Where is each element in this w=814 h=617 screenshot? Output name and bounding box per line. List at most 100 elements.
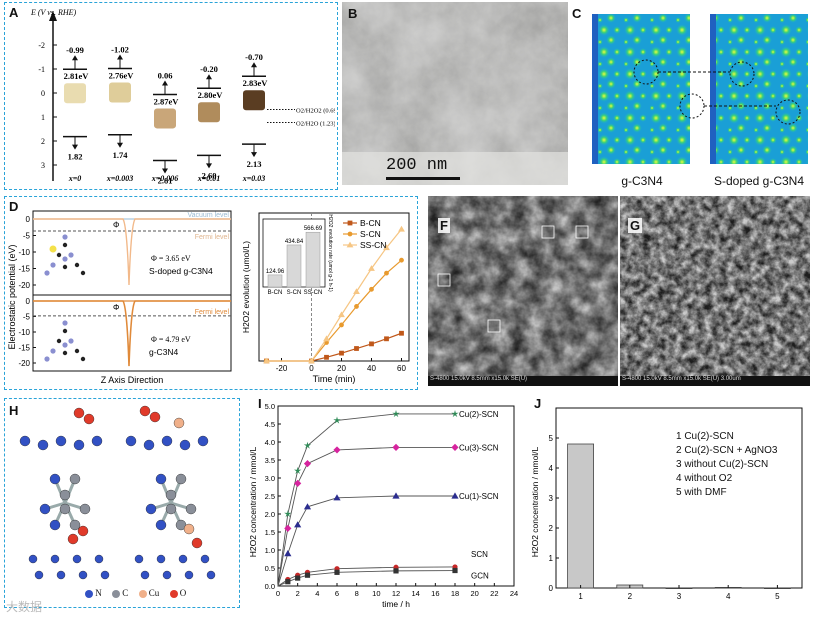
inset-bar bbox=[305, 231, 321, 288]
sample-photo bbox=[154, 108, 176, 129]
inset-bar-label: 566.69 bbox=[304, 226, 323, 232]
data-point-S-CN bbox=[339, 322, 344, 328]
x-tick-label: 40 bbox=[367, 364, 376, 373]
x-axis-title: Time (min) bbox=[313, 374, 356, 384]
data-point-Cu(2)-SCN bbox=[294, 466, 302, 474]
molecule-atom bbox=[80, 270, 86, 276]
y-tick-label: -1 bbox=[38, 65, 45, 74]
series-line-SS-CN bbox=[266, 228, 402, 362]
data-point-SS-CN bbox=[263, 357, 270, 364]
n-atom bbox=[34, 570, 44, 580]
bar-5 bbox=[763, 587, 791, 590]
molecule-atom bbox=[56, 252, 62, 258]
sample-photo bbox=[198, 102, 220, 123]
x-tick-label: 8 bbox=[355, 589, 359, 598]
data-point-Cu(3)-SCN bbox=[392, 443, 400, 451]
x-tick-label: 2 bbox=[296, 589, 300, 598]
o-atom bbox=[67, 533, 79, 545]
sem-g-footer: S-4800 15.0kV 8.5mm x15.0k SE(U) 3.00um bbox=[622, 376, 741, 382]
potential-trace-bottom bbox=[33, 300, 231, 367]
y-tick-label: 3.5 bbox=[265, 456, 275, 465]
cb-value: -0.20 bbox=[200, 64, 218, 74]
bar-1 bbox=[567, 443, 594, 589]
panel-label-i: I bbox=[258, 396, 262, 411]
data-point-Cu(1)-SCN bbox=[284, 550, 292, 557]
y-tick-label: -5 bbox=[23, 313, 31, 322]
y-axis-title: Electrostatic potential (eV) bbox=[7, 244, 17, 349]
inset-bar-label: 434.84 bbox=[285, 239, 304, 245]
x-tick-label: 20 bbox=[337, 364, 346, 373]
panel-j: J 0 1 2 3 4 5 H2O2 concentration / mmol/L 1 2 3 4 5… bbox=[526, 394, 812, 616]
data-point-Cu(1)-SCN bbox=[333, 494, 341, 501]
charge-density-maps bbox=[592, 14, 808, 164]
data-point-B-CN bbox=[354, 346, 359, 351]
n-atom bbox=[94, 554, 104, 564]
data-point-Cu(2)-SCN bbox=[333, 416, 341, 424]
n-atom bbox=[197, 435, 209, 447]
composition-label: x=0.006 bbox=[151, 174, 179, 183]
c-atom bbox=[165, 503, 177, 515]
molecule-atom bbox=[62, 256, 68, 262]
data-point-GCN bbox=[452, 567, 458, 574]
x-tick-label: 60 bbox=[397, 364, 406, 373]
band-gap: 2.83eV bbox=[243, 78, 269, 88]
y-axis-title: E (V vs. RHE) bbox=[30, 8, 77, 17]
control-legend-item: 1 Cu(2)-SCN bbox=[676, 431, 734, 442]
x-tick-label: 3 bbox=[677, 592, 682, 601]
panel-label-c: C bbox=[572, 6, 582, 21]
panel-i: I 0 2 4 6 8 10 12 14 16 18 20 22 24 0.0 0.5 1.0 1.5 2.0 2.… bbox=[244, 394, 524, 616]
y-axis-title: H2O2 concentration / mmol/L bbox=[530, 446, 540, 557]
watermark: 大数据 bbox=[6, 600, 43, 614]
vb-value: 2.60 bbox=[202, 170, 217, 180]
vb-value: 1.74 bbox=[113, 150, 129, 160]
y-tick-label: 3 bbox=[549, 494, 554, 503]
cb-arrowhead bbox=[72, 55, 78, 61]
cu-atom bbox=[173, 417, 185, 429]
atom-legend: N C Cu O bbox=[85, 588, 186, 598]
y-tick-label: 0 bbox=[41, 89, 45, 98]
data-point-Cu(1)-SCN bbox=[451, 492, 459, 499]
cb-arrowhead bbox=[251, 62, 257, 68]
data-point-Cu(2)-SCN bbox=[451, 410, 459, 418]
x-tick-label: 0 bbox=[276, 589, 280, 598]
reference-label: O2/H2O2 (0.69) bbox=[296, 108, 335, 115]
y-tick-label: 0.5 bbox=[265, 564, 275, 573]
data-point-SS-CN bbox=[338, 311, 345, 318]
data-point-B-CN bbox=[384, 336, 389, 342]
y-tick-label: 5.0 bbox=[265, 402, 275, 411]
vb-value: 2.81 bbox=[158, 175, 173, 185]
x-tick-label: 22 bbox=[490, 589, 498, 598]
data-point-SS-CN bbox=[398, 225, 405, 232]
n-atom bbox=[39, 503, 51, 515]
data-point-Cu(2)-SCN bbox=[284, 510, 292, 518]
n-atom bbox=[72, 554, 82, 564]
y-axis-title: H2O2 evolution (umol/L) bbox=[241, 241, 251, 333]
phi-value-bottom: Φ = 4.79 eV bbox=[151, 335, 191, 344]
inset-bar-label: 124.96 bbox=[266, 269, 285, 275]
n-atom bbox=[37, 439, 49, 451]
legend-o-icon bbox=[169, 589, 178, 598]
band-gap: 2.81eV bbox=[64, 71, 90, 81]
series-label-Cu(1)-SCN: Cu(1)-SCN bbox=[459, 492, 499, 501]
molecule-atom bbox=[44, 270, 50, 276]
vb-arrowhead bbox=[162, 168, 168, 174]
x-tick-label: 6 bbox=[335, 589, 339, 598]
inset-category: B-CN bbox=[268, 290, 283, 296]
molecule-atom bbox=[74, 262, 80, 268]
caption-s-doped: S-doped g-C3N4 bbox=[713, 174, 805, 188]
fit-curve-Cu(1)-SCN bbox=[277, 495, 455, 587]
h2o2-control-bar-chart: 0 1 2 3 4 5 H2O2 concentration / mmol/L 1 2 3 4 5 bbox=[530, 407, 803, 601]
material-label-bottom: g-C3N4 bbox=[149, 347, 179, 357]
fermi-label-top: Fermi level bbox=[195, 234, 230, 241]
n-atom bbox=[49, 473, 61, 485]
band-gap: 2.87eV bbox=[154, 96, 180, 106]
band-gap: 2.76eV bbox=[109, 71, 135, 81]
y-tick-label: 2 bbox=[549, 524, 554, 533]
legend-n-icon bbox=[85, 589, 93, 598]
y-tick-label: 2.0 bbox=[265, 510, 275, 519]
vacuum-label-top: Vacuum level bbox=[187, 212, 229, 219]
legend-marker bbox=[347, 231, 353, 237]
y-tick-label: -15 bbox=[18, 265, 30, 274]
legend-cu-icon bbox=[138, 589, 147, 598]
data-point-Cu(3)-SCN bbox=[303, 460, 312, 468]
